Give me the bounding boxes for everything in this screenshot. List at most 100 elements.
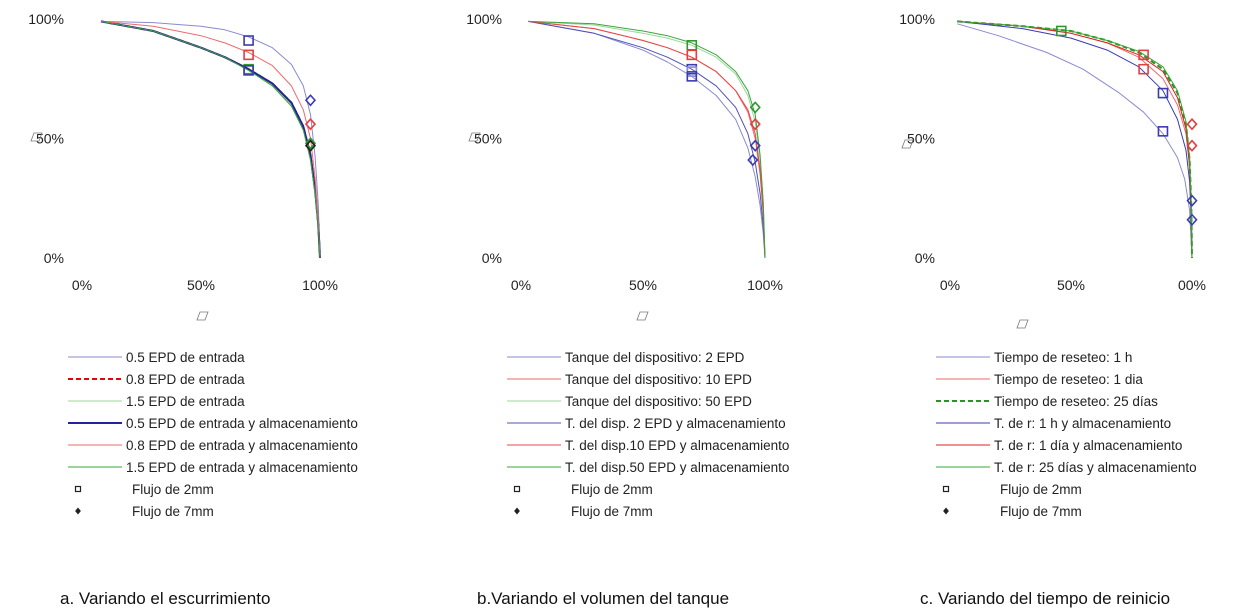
legend-label: Tiempo de reseteo: 25 días [994, 394, 1158, 409]
legend-label: T. del disp. 2 EPD y almacenamiento [565, 416, 786, 431]
series-line-1 [100, 20, 321, 259]
legend-diamond-icon [75, 507, 81, 515]
flow-7mm-marker [749, 139, 761, 152]
legend-label: 0.8 EPD de entrada y almacenamiento [126, 438, 358, 453]
legend-diamond-icon [943, 507, 949, 515]
legend-label: Flujo de 7mm [1000, 504, 1082, 519]
series-line-4 [528, 20, 766, 259]
y-axis-symbol-icon [468, 132, 481, 142]
legend-label: Tanque del dispositivo: 2 EPD [565, 350, 745, 365]
y-tick-label: 0% [44, 250, 64, 266]
legend-label: 0.5 EPD de entrada [126, 350, 245, 365]
legend-label: Tanque del dispositivo: 50 EPD [565, 394, 752, 409]
series-line-3 [528, 20, 766, 259]
flow-7mm-marker [304, 137, 317, 150]
series-line-2 [100, 20, 321, 259]
legend-square-icon [513, 485, 521, 493]
x-axis-symbol-icon [196, 311, 209, 321]
y-tick-label: 0% [915, 250, 935, 266]
y-tick-label: 100% [899, 11, 935, 27]
legend: Tiempo de reseteo: 1 h Tiempo de reseteo:… [936, 350, 1197, 519]
flow-7mm-marker [1186, 139, 1198, 152]
x-tick-label: 0% [511, 277, 531, 293]
chart-panel-3: 0%50%100%0% 50% 00%Tiempo de reseteo: 1 hT… [899, 11, 1206, 608]
legend-label: Flujo de 2mm [1000, 482, 1082, 497]
legend-label: T. del disp.50 EPD y almacenamiento [565, 460, 789, 475]
series-line-2 [957, 20, 1193, 259]
legend-label: Tiempo de reseteo: 1 h [994, 350, 1132, 365]
legend-label: 1.5 EPD de entrada [126, 394, 245, 409]
series-line-4 [957, 20, 1193, 259]
flow-2mm-marker [1138, 49, 1149, 61]
x-tick-label: 100% [302, 277, 338, 293]
series-line-6 [957, 20, 1193, 259]
y-tick-label: 100% [466, 11, 502, 27]
flow-2mm-marker [1157, 126, 1169, 137]
x-tick-label: 0% [72, 277, 92, 293]
x-tick-label: 50% [629, 277, 657, 293]
legend-label: Flujo de 7mm [132, 504, 214, 519]
chart-panel-2: 0% 50% 100% 0% 50% 100% Tanque del dispositivo… [466, 11, 789, 608]
flow-2mm-marker [1157, 87, 1169, 99]
x-axis-symbol-icon [1016, 319, 1029, 329]
series-line-2 [528, 20, 766, 259]
series-line-5 [957, 20, 1193, 259]
flow-2mm-marker [243, 49, 254, 61]
series-line-6 [100, 20, 321, 259]
legend-label: Tanque del dispositivo: 10 EPD [565, 372, 752, 387]
series-line-3 [100, 20, 321, 259]
flow-7mm-marker [304, 117, 317, 131]
flow-2mm-marker [1056, 25, 1067, 37]
legend-label: T. de r: 1 h y almacenamiento [994, 416, 1171, 431]
y-tick-label: 50% [474, 131, 502, 147]
legend-label: T. de r: 25 días y almacenamiento [994, 460, 1197, 475]
flow-7mm-marker [749, 101, 761, 114]
series-line-5 [100, 20, 321, 259]
legend-label: 0.5 EPD de entrada y almacenamiento [126, 416, 358, 431]
x-tick-label: 50% [1057, 277, 1085, 293]
y-axis-symbol-icon [901, 139, 914, 149]
legend-square-icon [74, 485, 82, 493]
legend-label: Flujo de 7mm [571, 504, 653, 519]
y-tick-label: 50% [36, 131, 64, 147]
x-tick-label: 0% [940, 277, 960, 293]
legend: Tanque del dispositivo: 2 EPD Tanque del … [507, 350, 789, 519]
flow-2mm-marker [686, 71, 698, 82]
flow-7mm-marker [1186, 213, 1198, 226]
flow-7mm-marker [1186, 194, 1198, 207]
y-tick-label: 100% [28, 11, 64, 27]
chart-caption: c. Variando del tiempo de reinicio [920, 589, 1170, 608]
legend-square-icon [942, 485, 950, 493]
x-axis-symbol-icon [636, 311, 649, 321]
flow-2mm-marker [1138, 63, 1149, 75]
chart-caption: b.Variando el volumen del tanque [477, 589, 729, 608]
legend-label: T. del disp.10 EPD y almacenamiento [565, 438, 789, 453]
legend-diamond-icon [514, 507, 520, 515]
x-tick-label: 50% [187, 277, 215, 293]
y-axis-symbol-icon [30, 132, 43, 142]
flow-2mm-marker [243, 65, 254, 76]
legend-label: Tiempo de reseteo: 1 dia [994, 372, 1143, 387]
y-tick-label: 0% [482, 250, 502, 266]
x-tick-label: 00% [1178, 277, 1206, 293]
flow-7mm-marker [304, 139, 317, 152]
flow-2mm-marker [686, 49, 698, 61]
legend: 0.5 EPD de entrada 0.8 EPD de entrada 1.5 … [68, 350, 358, 519]
flow-2mm-marker [243, 35, 254, 46]
y-tick-label: 50% [907, 131, 935, 147]
legend-label: 1.5 EPD de entrada y almacenamiento [126, 460, 358, 475]
series-line-6 [528, 20, 766, 259]
chart-caption: a. Variando el escurrimiento [60, 589, 270, 608]
flow-7mm-marker [749, 117, 761, 131]
series-line-4 [100, 20, 321, 259]
series-line-1 [528, 20, 766, 259]
series-line-1 [957, 23, 1193, 259]
legend-label: T. de r: 1 día y almacenamiento [994, 438, 1182, 453]
legend-label: 0.8 EPD de entrada [126, 372, 245, 387]
legend-label: Flujo de 2mm [571, 482, 653, 497]
flow-7mm-marker [304, 94, 317, 107]
legend-label: Flujo de 2mm [132, 482, 214, 497]
x-tick-label: 100% [747, 277, 783, 293]
chart-panel-1: 0% 50% 100% 0% 50% 100% 0.5 EPD de entrada 0.8 … [28, 11, 358, 608]
